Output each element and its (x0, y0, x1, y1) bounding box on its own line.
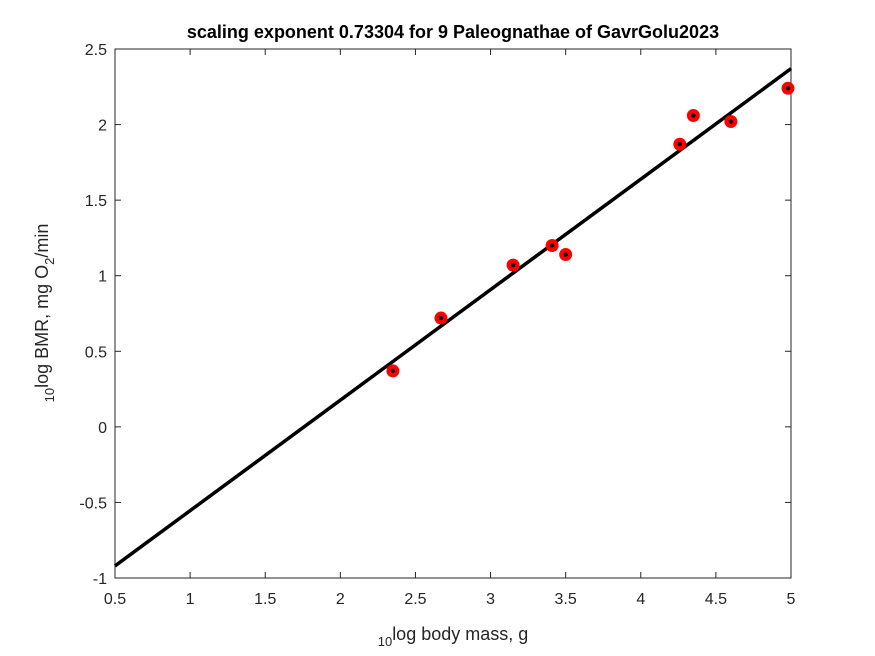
data-point-center (691, 113, 696, 118)
y-tick-label: 2.5 (85, 42, 107, 59)
x-tick-label: 3.5 (555, 591, 577, 608)
y-tick-label: -0.5 (79, 495, 107, 512)
data-point-center (728, 119, 734, 124)
data-point-center (438, 315, 444, 321)
y-label-chem-subscript: 2 (42, 258, 57, 265)
x-tick-label: 1.5 (254, 591, 276, 608)
points-layer (386, 81, 795, 378)
y-tick-label: 1 (98, 269, 107, 286)
y-tick-label: -1 (93, 571, 107, 588)
data-point-center (785, 86, 791, 91)
y-label-post: /min (32, 224, 52, 258)
x-label-subscript: 10 (378, 634, 392, 649)
y-label-pre: log BMR, mg O (32, 265, 52, 388)
y-label-subscript: 10 (42, 388, 57, 402)
y-axis-label: 10log BMR, mg O2/min (32, 224, 57, 403)
x-tick-label: 2 (336, 591, 345, 608)
x-label-text: log body mass, g (392, 624, 528, 644)
data-point-center (390, 368, 396, 374)
x-tick-label: 5 (787, 591, 796, 608)
fit-line (113, 67, 793, 568)
chart-title: scaling exponent 0.73304 for 9 Paleognat… (187, 22, 719, 42)
y-tick-label: 0.5 (85, 344, 107, 361)
data-point-center (549, 243, 555, 248)
y-axis: -1 -0.5 0 0.5 1 1.5 2 2.5 (79, 42, 791, 588)
y-tick-label: 1.5 (85, 193, 107, 210)
data-point-center (563, 252, 568, 257)
x-tick-label: 4.5 (705, 591, 727, 608)
y-tick-label: 2 (98, 118, 107, 135)
plot-area (114, 48, 792, 579)
x-tick-label: 3 (486, 591, 495, 608)
data-point-center (510, 262, 516, 268)
y-tick-label: 0 (98, 420, 107, 437)
x-axis-label: 10log body mass, g (378, 624, 529, 649)
x-tick-label: 0.5 (104, 591, 126, 608)
data-point-center (677, 142, 683, 147)
x-tick-label: 4 (636, 591, 645, 608)
x-tick-label: 1 (186, 591, 195, 608)
fit-line-layer (113, 67, 793, 568)
x-axis: 0.5 1 1.5 2 2.5 3 3.5 4 4.5 5 (104, 49, 796, 608)
x-tick-label: 2.5 (404, 591, 426, 608)
